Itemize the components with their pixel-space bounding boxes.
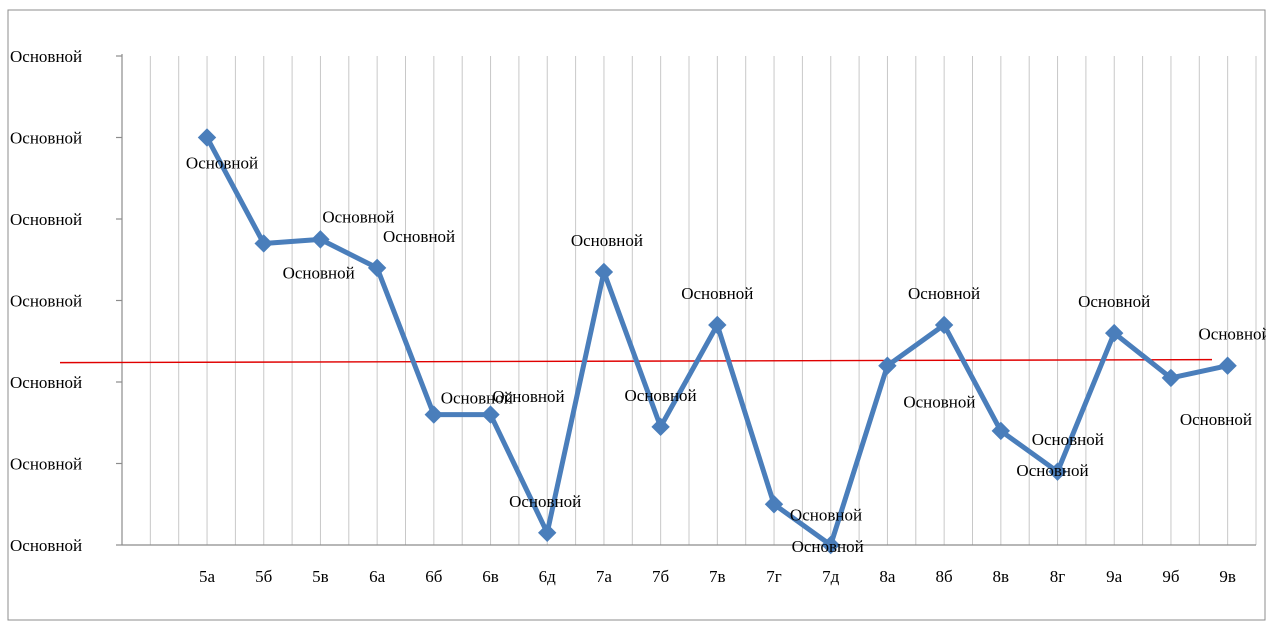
data-point	[537, 523, 557, 542]
data-point	[197, 128, 217, 147]
data-label: Основной	[625, 386, 697, 405]
x-tick-label: 5в	[312, 567, 329, 586]
series-group	[197, 128, 1237, 555]
x-tick-label: 5б	[255, 567, 272, 586]
data-label: Основной	[509, 492, 581, 511]
data-point	[1048, 462, 1067, 481]
y-tick-label: Основной	[10, 47, 82, 66]
data-point	[481, 405, 500, 424]
data-label: Основной	[186, 154, 258, 173]
grid	[149, 56, 1257, 545]
data-point	[934, 315, 954, 335]
x-tick-label: 5а	[199, 567, 216, 586]
data-point	[1218, 356, 1237, 375]
y-tick-label: Основной	[10, 536, 82, 555]
x-tick-label: 8а	[879, 567, 896, 586]
data-point	[821, 535, 840, 555]
data-label: Основной	[903, 393, 975, 412]
x-tick-label: 6в	[482, 567, 499, 586]
y-tick-label: Основной	[10, 292, 82, 311]
data-label: Основной	[283, 263, 355, 282]
data-point	[1161, 368, 1181, 388]
data-label: Основной	[1078, 292, 1150, 311]
data-point	[991, 421, 1011, 441]
data-point	[764, 495, 784, 514]
x-tick-label: 8г	[1050, 567, 1066, 586]
x-tick-label: 6а	[369, 567, 386, 586]
data-label: Основной	[492, 387, 564, 406]
data-label: Основной	[571, 231, 643, 250]
data-point	[708, 315, 727, 335]
data-label: Основной	[1032, 430, 1104, 449]
y-tick-label: Основной	[10, 129, 82, 148]
y-tick-label: Основной	[10, 455, 82, 474]
x-tick-label: 9б	[1162, 567, 1179, 586]
x-tick-label: 8в	[993, 567, 1010, 586]
data-label: Основной	[681, 284, 753, 303]
data-label: Основной	[383, 227, 455, 246]
y-tick-label: Основной	[10, 373, 82, 392]
data-point	[311, 230, 330, 249]
x-tick-label: 7д	[822, 567, 840, 586]
data-point	[254, 234, 273, 253]
x-tick-label: 9а	[1106, 567, 1123, 586]
x-tick-label: 7г	[766, 567, 782, 586]
data-point	[594, 262, 614, 282]
data-point	[367, 258, 387, 278]
x-tick-label: 7а	[596, 567, 613, 586]
data-point	[878, 356, 897, 375]
data-point	[1104, 323, 1124, 343]
x-tick-label: 6д	[539, 567, 557, 586]
labels-group: ОсновнойОсновнойОсновнойОсновнойОсновной…	[186, 154, 1266, 557]
x-tick-label: 9в	[1219, 567, 1236, 586]
x-tick-label: 6б	[425, 567, 442, 586]
axes: ОсновнойОсновнойОсновнойОсновнойОсновной…	[10, 47, 1256, 586]
x-tick-label: 8б	[936, 567, 953, 586]
data-label: Основной	[790, 505, 862, 524]
data-label: Основной	[908, 284, 980, 303]
data-point	[424, 405, 444, 424]
data-label: Основной	[441, 389, 513, 408]
data-label: Основной	[322, 207, 394, 226]
y-tick-label: Основной	[10, 210, 82, 229]
chart-area-border	[7, 9, 1266, 621]
x-tick-label: 7б	[652, 567, 669, 586]
data-label: Основной	[1016, 461, 1088, 480]
data-label: Основной	[1199, 325, 1266, 344]
data-label: Основной	[1180, 410, 1252, 429]
x-tick-label: 7в	[709, 567, 726, 586]
data-point	[651, 417, 670, 437]
data-label: Основной	[792, 537, 864, 556]
